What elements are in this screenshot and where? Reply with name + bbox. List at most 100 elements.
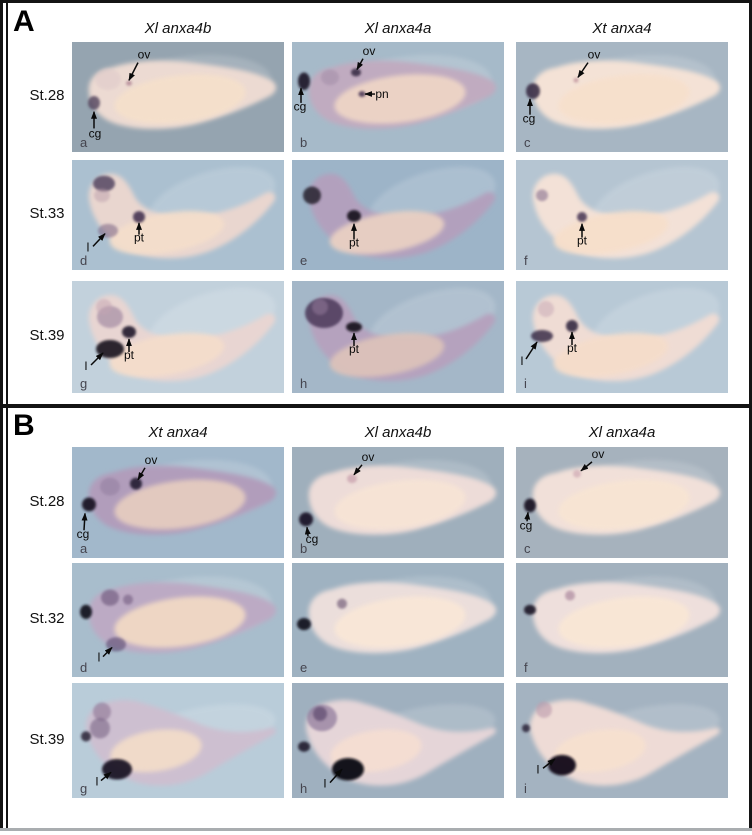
micrograph-A-h: pt h: [292, 281, 504, 393]
annotation-label: pt: [349, 342, 360, 356]
stain-spot: [81, 731, 91, 742]
micrograph-image: e: [292, 563, 504, 677]
stain-spot: [297, 617, 311, 631]
stain-spot: [522, 724, 530, 733]
micrograph-B-a: ov cg a: [72, 447, 284, 558]
stain-spot: [126, 80, 132, 86]
embryo-belly: [109, 332, 225, 378]
panel-letter: a: [80, 541, 88, 556]
panel-divider: [0, 404, 752, 408]
stain-spot: [122, 326, 136, 338]
embryo-belly: [334, 596, 466, 648]
annotation-label: cg: [294, 100, 307, 114]
figure-border-bottom: [0, 828, 752, 831]
annotation-label: l: [324, 777, 327, 791]
stain-spot: [548, 754, 576, 776]
stain-spot: [524, 604, 536, 615]
stain-spot: [312, 299, 328, 315]
embryo-belly: [554, 729, 646, 773]
stage-label: St.28: [29, 492, 65, 510]
micrograph-A-e: pt e: [292, 160, 504, 270]
column-header-gene: Xl anxa4a: [364, 20, 432, 37]
panel-letter: f: [524, 253, 528, 268]
micrograph-image: pt e: [292, 160, 504, 270]
stain-spot: [100, 477, 120, 496]
stain-spot: [90, 717, 110, 739]
micrograph-image: ov pn cg b: [292, 42, 504, 152]
annotation-label: pt: [349, 236, 360, 250]
annotation-arrow: [90, 352, 104, 366]
stain-spot: [303, 186, 321, 205]
embryo-belly: [114, 596, 246, 648]
micrograph-image: lh: [292, 683, 504, 798]
annotation-label: l: [87, 240, 90, 254]
embryo-belly: [558, 596, 690, 648]
panel-letter: i: [524, 781, 527, 796]
embryo-belly: [114, 74, 246, 124]
stain-spot: [298, 741, 310, 752]
micrograph-image: ov cg c: [516, 447, 728, 558]
panel-letter: c: [524, 135, 531, 150]
annotation-label: cg: [77, 527, 90, 541]
stage-label: St.32: [29, 610, 65, 627]
stain-spot: [94, 188, 110, 203]
stain-spot: [347, 474, 357, 484]
stain-spot: [313, 706, 327, 721]
stain-spot: [298, 72, 310, 91]
stain-spot: [88, 96, 100, 110]
annotation-label: pt: [577, 234, 588, 248]
column-header-gene: Xl anxa4b: [144, 20, 212, 37]
embryo-belly: [114, 479, 246, 530]
micrograph-A-d: l pt d: [72, 160, 284, 270]
annotation-label: l: [85, 359, 88, 373]
panel-label-B: B: [13, 409, 35, 442]
annotation-arrow: [92, 233, 106, 247]
micrograph-A-a: ov cg a: [72, 42, 284, 152]
stain-spot: [538, 301, 554, 317]
stain-spot: [133, 211, 145, 223]
annotation-label: cg: [523, 112, 536, 126]
annotation-arrow: [580, 461, 593, 472]
panel-letter: d: [80, 660, 87, 675]
stain-spot: [346, 322, 362, 332]
annotation-arrow: [137, 467, 146, 481]
annotation-label: cg: [306, 532, 319, 546]
stain-spot: [93, 175, 115, 192]
annotation-arrow: [102, 646, 113, 658]
stain-spot: [565, 590, 575, 601]
stain-spot: [337, 598, 347, 609]
embryo-belly: [558, 74, 690, 124]
annotation-label: ov: [138, 48, 151, 62]
micrograph-A-b: ov pn cg b: [292, 42, 504, 152]
stain-spot: [577, 212, 587, 222]
stain-spot: [299, 512, 313, 527]
panel-letter: f: [524, 660, 528, 675]
annotation-arrow: [81, 512, 88, 531]
micrograph-image: pt h: [292, 281, 504, 393]
micrograph-A-f: pt f: [516, 160, 728, 270]
annotation-arrow: [128, 62, 139, 82]
annotation-arrow: [353, 464, 363, 476]
micrograph-image: ov cga: [72, 447, 284, 558]
stain-spot: [573, 77, 579, 83]
stain-spot: [95, 68, 121, 91]
annotation-label: l: [537, 762, 540, 776]
micrograph-B-c: ov cg c: [516, 447, 728, 558]
micrograph-B-e: e: [292, 563, 504, 677]
stain-spot: [573, 469, 581, 478]
stage-label: St.28: [29, 87, 65, 104]
micrograph-image: ld: [72, 563, 284, 677]
stain-spot: [536, 189, 548, 202]
panel-letter: c: [524, 541, 531, 556]
panel-letter: b: [300, 541, 307, 556]
annotation-label: ov: [362, 450, 375, 464]
stain-spot: [358, 91, 366, 97]
micrograph-A-c: ov cg c: [516, 42, 728, 152]
panel-letter: e: [300, 660, 307, 675]
stain-spot: [347, 210, 361, 222]
stain-spot: [93, 702, 111, 721]
